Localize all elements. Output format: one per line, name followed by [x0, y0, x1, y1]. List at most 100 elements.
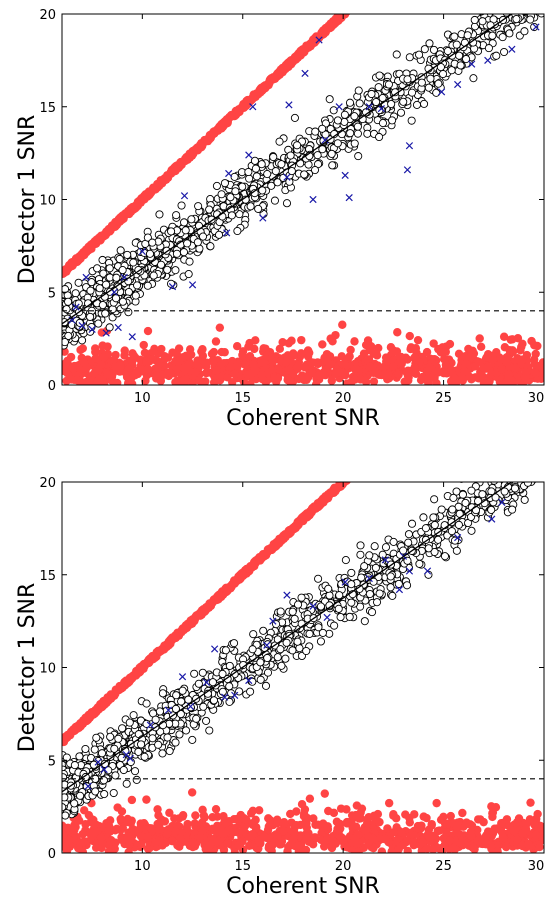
red-noise-point	[499, 833, 507, 841]
red-envelope-point	[89, 239, 97, 247]
open-circle-point	[119, 298, 126, 305]
red-noise-point	[384, 370, 392, 378]
red-noise-point	[297, 349, 305, 357]
open-circle-point	[361, 618, 368, 625]
open-circle-point	[531, 1, 538, 8]
red-noise-point	[508, 377, 516, 385]
open-circle-point	[180, 248, 187, 255]
red-envelope-point	[297, 515, 305, 523]
red-noise-point	[223, 839, 231, 847]
red-envelope-point	[214, 592, 222, 600]
open-circle-point	[199, 233, 206, 240]
open-circle-point	[471, 16, 478, 23]
open-circle-point	[375, 84, 382, 91]
red-envelope-point	[158, 645, 166, 653]
open-circle-point	[182, 227, 189, 234]
red-noise-point	[438, 848, 446, 856]
open-circle-point	[499, 34, 506, 41]
red-noise-point	[382, 357, 390, 365]
red-envelope-point	[293, 53, 301, 61]
red-noise-point	[305, 349, 313, 357]
red-noise-point	[446, 836, 454, 844]
red-envelope-point	[345, 471, 353, 479]
open-circle-point	[317, 638, 324, 645]
red-noise-point	[417, 821, 425, 829]
open-circle-point	[530, 456, 537, 463]
red-noise-point	[79, 830, 87, 838]
open-circle-point	[251, 157, 258, 164]
red-envelope-point	[165, 641, 173, 649]
open-circle-point	[341, 118, 348, 125]
red-noise-point	[276, 345, 284, 353]
red-envelope-point	[59, 270, 67, 278]
red-noise-point	[484, 350, 492, 358]
open-circle-point	[533, 0, 540, 7]
red-noise-point	[274, 374, 282, 382]
red-noise-point	[354, 847, 362, 855]
red-noise-point	[79, 838, 87, 846]
red-envelope-point	[68, 261, 76, 269]
red-noise-point	[531, 360, 539, 368]
open-circle-point	[540, 441, 547, 448]
red-envelope-point	[217, 124, 225, 132]
open-circle-point	[125, 288, 132, 295]
red-noise-point	[518, 841, 526, 849]
red-noise-point	[76, 346, 84, 354]
red-envelope-point	[222, 584, 230, 592]
red-noise-point	[104, 827, 112, 835]
red-noise-point	[196, 833, 204, 841]
red-noise-point	[392, 814, 400, 822]
open-circle-point	[116, 255, 123, 262]
red-noise-point	[484, 363, 492, 371]
red-envelope-point	[344, 5, 352, 13]
open-circle-point	[330, 107, 337, 114]
open-circle-point	[413, 101, 420, 108]
open-circle-point	[512, 463, 519, 470]
red-noise-point	[193, 356, 201, 364]
blue-cross-point	[189, 282, 195, 288]
red-noise-point	[137, 840, 145, 848]
open-circle-point	[218, 191, 225, 198]
red-noise-point	[423, 348, 431, 356]
blue-cross-point	[286, 102, 292, 108]
open-circle-point	[509, 458, 516, 465]
red-envelope-point	[347, 1, 355, 9]
open-circle-point	[144, 282, 151, 289]
open-circle-point	[150, 272, 157, 279]
red-noise-point	[242, 816, 250, 824]
red-noise-point	[170, 814, 178, 822]
red-noise-point	[360, 349, 368, 357]
red-noise-point	[279, 827, 287, 835]
red-noise-point	[191, 811, 199, 819]
red-envelope-point	[342, 473, 350, 481]
open-circle-point	[346, 99, 353, 106]
open-circle-point	[513, 472, 520, 479]
open-circle-point	[96, 285, 103, 292]
plot-area	[58, 0, 548, 389]
open-circle-point	[382, 544, 389, 551]
red-noise-point	[212, 805, 220, 813]
open-circle-point	[206, 206, 213, 213]
red-noise-point	[348, 839, 356, 847]
red-noise-point	[216, 323, 224, 331]
red-envelope-point	[115, 215, 123, 223]
red-noise-point	[346, 346, 354, 354]
open-circle-point	[420, 514, 427, 521]
open-circle-point	[250, 631, 257, 638]
open-circle-point	[312, 128, 319, 135]
red-noise-point	[69, 824, 77, 832]
red-noise-point	[140, 341, 148, 349]
red-noise-point	[531, 368, 539, 376]
open-circle-point	[99, 256, 106, 263]
red-noise-point	[378, 847, 386, 855]
red-noise-point	[156, 825, 164, 833]
red-noise-point	[142, 357, 150, 365]
open-circle-point	[113, 274, 120, 281]
open-circle-point	[293, 142, 300, 149]
open-circle-point	[75, 300, 82, 307]
open-circle-point	[420, 100, 427, 107]
red-noise-point	[230, 828, 238, 836]
red-noise-point	[352, 811, 360, 819]
red-noise-point	[432, 799, 440, 807]
